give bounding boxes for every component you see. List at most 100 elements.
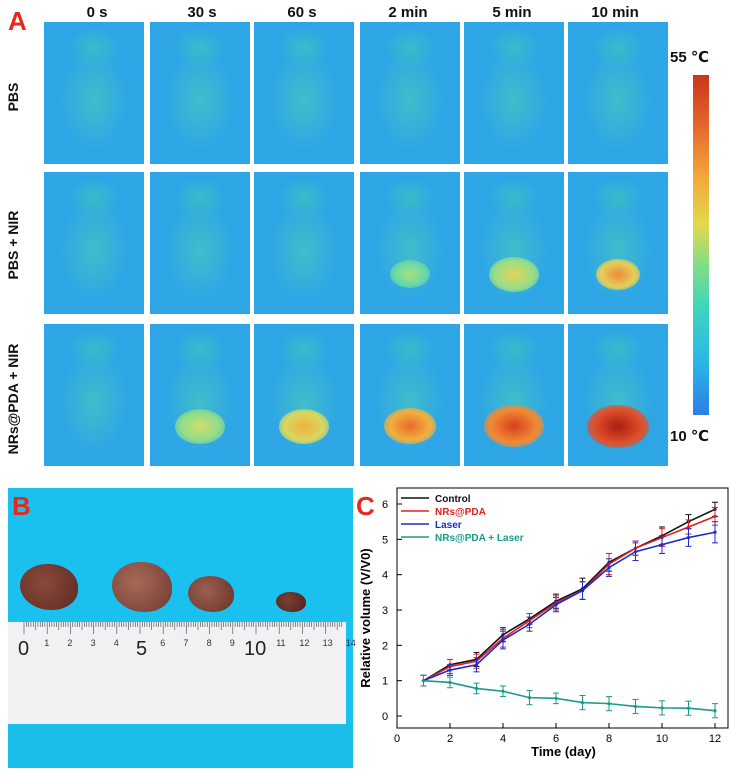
mouse-silhouette <box>254 22 354 164</box>
ruler: 0 5 10 1 2 3 4 6 7 8 9 11 12 13 14 <box>8 622 356 724</box>
data-point <box>607 702 611 706</box>
legend-label: Laser <box>435 520 462 531</box>
series-line <box>423 679 716 712</box>
y-tick-label: 4 <box>382 570 388 582</box>
ruler-small-label: 14 <box>345 638 356 648</box>
y-tick-label: 5 <box>382 534 388 546</box>
ruler-small-label: 13 <box>322 638 333 648</box>
data-point <box>554 603 558 607</box>
data-point <box>713 514 717 518</box>
data-point <box>448 680 452 685</box>
x-tick-label: 10 <box>656 733 668 745</box>
data-point <box>448 668 452 672</box>
data-point <box>474 663 479 667</box>
hotspot <box>279 408 329 444</box>
ruler-small-label: 9 <box>229 638 235 648</box>
hotspot <box>596 258 640 290</box>
data-point <box>686 535 691 540</box>
y-tick-label: 3 <box>382 605 388 617</box>
mouse-silhouette <box>568 22 668 164</box>
ruler-small-label: 7 <box>183 638 189 648</box>
ruler-small-label: 3 <box>90 638 96 648</box>
mouse-silhouette <box>568 172 668 314</box>
thermal-image <box>568 324 668 466</box>
data-point <box>554 696 558 700</box>
ruler-small-label: 6 <box>160 638 166 648</box>
hotspot <box>484 405 544 448</box>
mouse-silhouette <box>254 172 354 314</box>
data-point <box>660 543 664 547</box>
data-point <box>660 706 664 710</box>
thermal-image <box>254 22 354 164</box>
x-tick-label: 12 <box>709 733 721 745</box>
mouse-silhouette <box>360 172 460 314</box>
x-axis-label: Time (day) <box>531 744 596 759</box>
tumor-nrs-pda <box>112 562 172 612</box>
tumor-laser <box>188 576 234 612</box>
ruler-small-label: 2 <box>67 638 73 648</box>
temperature-colorbar <box>693 75 709 415</box>
thermal-image <box>150 22 250 164</box>
mouse-silhouette <box>150 22 250 164</box>
ruler-small-label: 4 <box>113 638 119 648</box>
legend-label: NRs@PDA <box>435 507 486 518</box>
legend-label: NRs@PDA + Laser <box>435 533 524 544</box>
thermal-image <box>150 324 250 466</box>
data-point <box>713 709 717 713</box>
data-point <box>607 566 611 570</box>
time-label: 0 s <box>86 4 108 21</box>
y-tick-label: 0 <box>382 711 388 723</box>
mouse-silhouette <box>44 324 144 466</box>
mouse-silhouette <box>360 22 460 164</box>
y-axis-label: Relative volume (V/V0) <box>358 548 373 687</box>
hotspot <box>489 256 539 292</box>
tumor-control <box>20 564 78 610</box>
x-tick-label: 6 <box>553 733 559 745</box>
time-label: 30 s <box>187 4 217 21</box>
hotspot <box>175 408 225 444</box>
hotspot <box>390 260 430 289</box>
thermal-image <box>360 324 460 466</box>
legend-label: Control <box>435 494 471 505</box>
hotspot <box>587 404 649 448</box>
time-label: 5 min <box>492 4 532 21</box>
mouse-silhouette <box>44 22 144 164</box>
data-point <box>633 550 638 554</box>
thermal-image <box>568 172 668 314</box>
data-point <box>501 689 505 693</box>
thermal-image <box>44 324 144 466</box>
time-label: 60 s <box>287 4 317 21</box>
panel-b-letter: B <box>12 491 31 521</box>
ruler-label: 0 <box>18 638 30 660</box>
data-point <box>580 588 585 593</box>
data-point <box>421 679 426 683</box>
x-tick-label: 2 <box>447 733 453 745</box>
thermal-image <box>254 324 354 466</box>
mouse-silhouette <box>150 172 250 314</box>
thermal-image <box>44 22 144 164</box>
mouse-silhouette <box>464 22 564 164</box>
time-label: 2 min <box>388 4 428 21</box>
panel-a-letter: A <box>8 6 27 36</box>
plot-frame <box>396 487 729 729</box>
ruler-small-label: 11 <box>276 638 286 648</box>
y-tick-label: 1 <box>382 676 388 688</box>
colorbar-min-label: 10 ℃ <box>670 428 710 445</box>
ruler-small-label: 8 <box>206 638 212 648</box>
data-point <box>580 700 585 705</box>
data-point <box>527 622 532 626</box>
data-point <box>501 638 505 642</box>
mouse-silhouette <box>44 172 144 314</box>
ruler-small-label: 1 <box>44 638 50 648</box>
data-point <box>713 530 717 534</box>
data-point <box>686 525 691 529</box>
photo-bottom-band <box>8 726 353 768</box>
tumor-photo: 0 5 10 1 2 3 4 6 7 8 9 11 12 13 14 <box>8 488 356 768</box>
ruler-ticks <box>23 622 343 634</box>
data-point <box>527 696 532 700</box>
series-line <box>423 508 716 682</box>
time-label: 10 min <box>591 4 639 21</box>
tumor-nrs-pda-laser <box>276 592 306 612</box>
thermal-image <box>150 172 250 314</box>
